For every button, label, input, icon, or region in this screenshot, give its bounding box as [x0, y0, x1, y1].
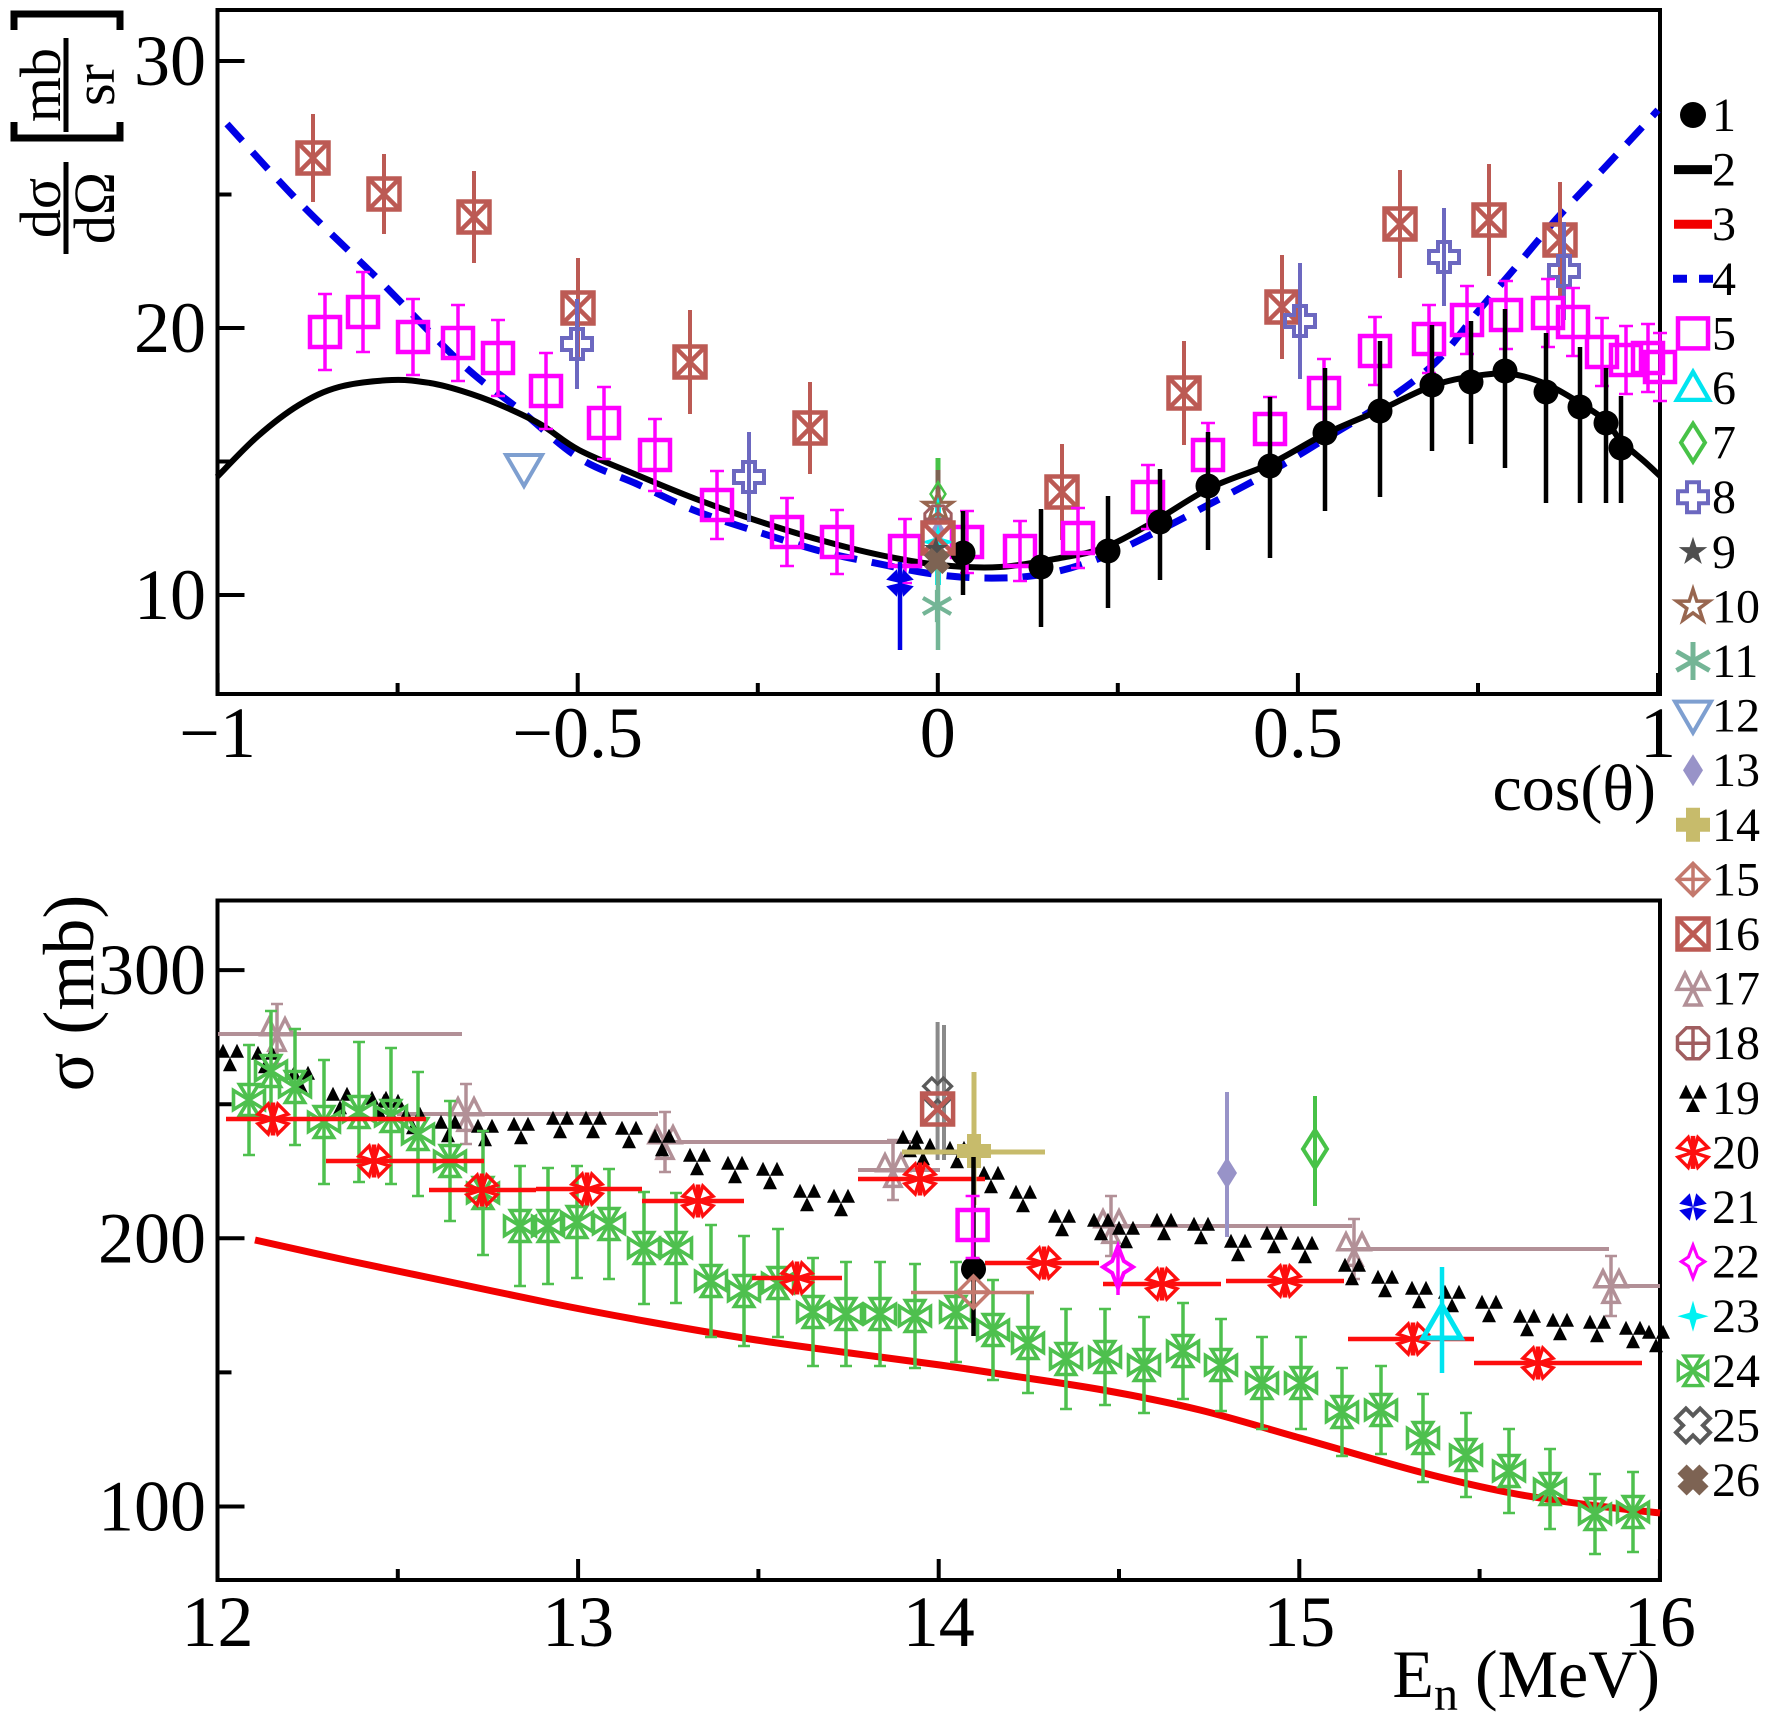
svg-text:2: 2	[1712, 144, 1736, 197]
svg-text:30: 30	[134, 21, 206, 101]
svg-text:mb: mb	[8, 48, 73, 122]
svg-text:19: 19	[1712, 1072, 1760, 1125]
svg-text:13: 13	[1712, 744, 1760, 797]
svg-text:15: 15	[1712, 853, 1760, 906]
svg-text:16: 16	[1624, 1582, 1696, 1662]
svg-text:−0.5: −0.5	[512, 693, 643, 773]
svg-text:22: 22	[1712, 1236, 1760, 1289]
svg-text:13: 13	[542, 1582, 614, 1662]
svg-text:9: 9	[1712, 526, 1736, 579]
svg-text:20: 20	[134, 288, 206, 368]
svg-text:11: 11	[1712, 635, 1758, 688]
svg-text:6: 6	[1712, 362, 1736, 415]
svg-text:5: 5	[1712, 307, 1736, 360]
svg-text:1: 1	[1640, 693, 1676, 773]
svg-text:23: 23	[1712, 1290, 1760, 1343]
svg-text:4: 4	[1712, 253, 1736, 306]
svg-text:7: 7	[1712, 417, 1736, 470]
svg-text:cos(θ): cos(θ)	[1492, 752, 1656, 825]
svg-text:12: 12	[182, 1582, 254, 1662]
svg-text:0: 0	[920, 693, 956, 773]
svg-text:10: 10	[1712, 580, 1760, 633]
svg-text:20: 20	[1712, 1126, 1760, 1179]
svg-text:14: 14	[903, 1582, 975, 1662]
svg-text:σ (mb): σ (mb)	[29, 895, 109, 1092]
svg-text:100: 100	[98, 1467, 206, 1547]
svg-text:15: 15	[1263, 1582, 1335, 1662]
svg-text:17: 17	[1712, 963, 1760, 1016]
svg-text:12: 12	[1712, 690, 1760, 743]
svg-text:1: 1	[1712, 89, 1736, 142]
svg-text:0.5: 0.5	[1253, 693, 1343, 773]
svg-text:3: 3	[1712, 198, 1736, 251]
svg-text:200: 200	[98, 1198, 206, 1278]
svg-text:25: 25	[1712, 1399, 1760, 1452]
svg-text:26: 26	[1712, 1454, 1760, 1507]
svg-text:24: 24	[1712, 1345, 1760, 1398]
svg-text:21: 21	[1712, 1181, 1760, 1234]
svg-text:sr: sr	[62, 64, 127, 106]
svg-text:14: 14	[1712, 799, 1760, 852]
svg-text:8: 8	[1712, 471, 1736, 524]
svg-text:−1: −1	[179, 693, 256, 773]
svg-text:dσ: dσ	[8, 178, 73, 238]
svg-text:16: 16	[1712, 908, 1760, 961]
svg-text:300: 300	[98, 930, 206, 1010]
svg-text:18: 18	[1712, 1017, 1760, 1070]
svg-text:10: 10	[134, 555, 206, 635]
svg-text:dΩ: dΩ	[62, 172, 127, 244]
svg-text:En (MeV): En (MeV)	[1392, 1636, 1660, 1721]
